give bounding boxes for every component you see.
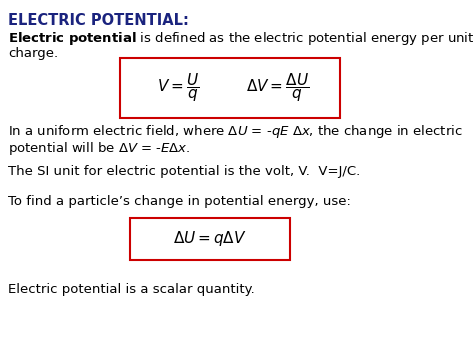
Text: charge.: charge. (8, 47, 58, 60)
Text: The SI unit for electric potential is the volt, V.  V=J/C.: The SI unit for electric potential is th… (8, 165, 360, 178)
Text: $\mathit{\mathbf{Electric\ potential}}$ is defined as the electric potential ene: $\mathit{\mathbf{Electric\ potential}}$ … (8, 30, 474, 47)
Text: $V = \dfrac{U}{q}$: $V = \dfrac{U}{q}$ (157, 72, 199, 104)
Text: $\Delta V = \dfrac{\Delta U}{q}$: $\Delta V = \dfrac{\Delta U}{q}$ (246, 72, 310, 104)
Text: potential will be $\Delta V$ = -$E\Delta x$.: potential will be $\Delta V$ = -$E\Delta… (8, 140, 191, 157)
Bar (120, 58, 340, 118)
Text: Electric potential is a scalar quantity.: Electric potential is a scalar quantity. (8, 283, 255, 296)
Text: To find a particle’s change in potential energy, use:: To find a particle’s change in potential… (8, 195, 351, 208)
Text: In a uniform electric field, where $\Delta U$ = -$qE$ $\Delta x$, the change in : In a uniform electric field, where $\Del… (8, 123, 463, 140)
Bar (130, 218, 290, 260)
Text: $\Delta U = q\Delta V$: $\Delta U = q\Delta V$ (173, 229, 247, 248)
Text: ELECTRIC POTENTIAL:: ELECTRIC POTENTIAL: (8, 13, 189, 28)
